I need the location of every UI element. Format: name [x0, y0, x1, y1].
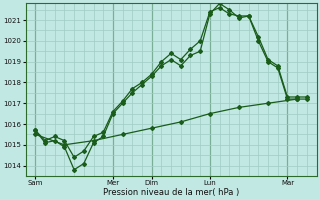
X-axis label: Pression niveau de la mer( hPa ): Pression niveau de la mer( hPa ): [103, 188, 239, 197]
